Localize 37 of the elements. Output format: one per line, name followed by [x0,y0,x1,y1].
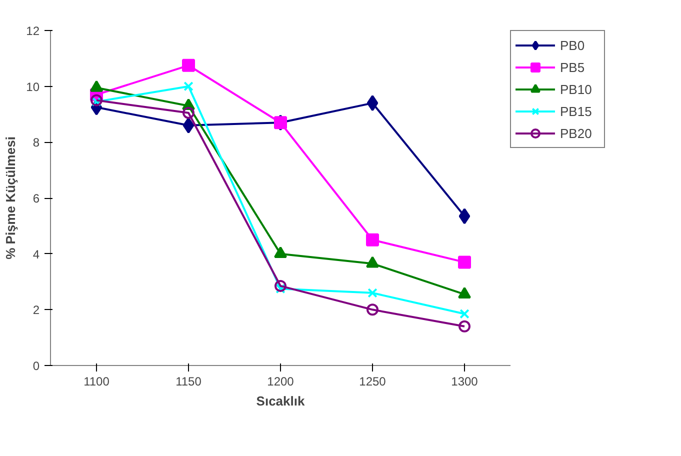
point [276,284,286,294]
legend-label: PB0 [560,38,586,52]
point [460,308,470,319]
point [366,256,379,268]
point [92,96,102,107]
y-tick-label: 4 [32,247,40,262]
x-tick-label: 1300 [451,374,478,388]
point [274,280,286,292]
y-tick-label: 6 [32,192,40,206]
point [182,58,195,72]
legend-label: PB15 [560,104,593,118]
x-tick-label: 1200 [267,374,294,388]
point [366,304,378,316]
x-tick-label: 1150 [176,374,202,388]
legend-label: PB5 [560,60,586,74]
point [366,233,379,246]
point [274,246,287,258]
point [458,256,471,269]
point [458,320,470,332]
point [184,81,194,92]
point [90,94,102,106]
y-tick-label: 0 [32,359,40,373]
y-tick-label: 10 [26,80,40,94]
legend-label: PB20 [560,126,593,140]
point [458,208,470,224]
x-axis-title: Sıcaklık [256,394,306,408]
y-tick-label: 8 [32,136,40,150]
point [182,106,194,119]
point [366,95,378,112]
legend-label: PB10 [560,82,593,96]
y-tick-label: 2 [32,303,40,318]
y-tick-label: 12 [26,24,40,38]
point [368,288,378,298]
x-tick-label: 1250 [359,374,386,388]
y-axis-title: % Pişme Küçülmesi [3,136,18,260]
x-tick-label: 1100 [84,374,110,388]
point [182,117,194,134]
